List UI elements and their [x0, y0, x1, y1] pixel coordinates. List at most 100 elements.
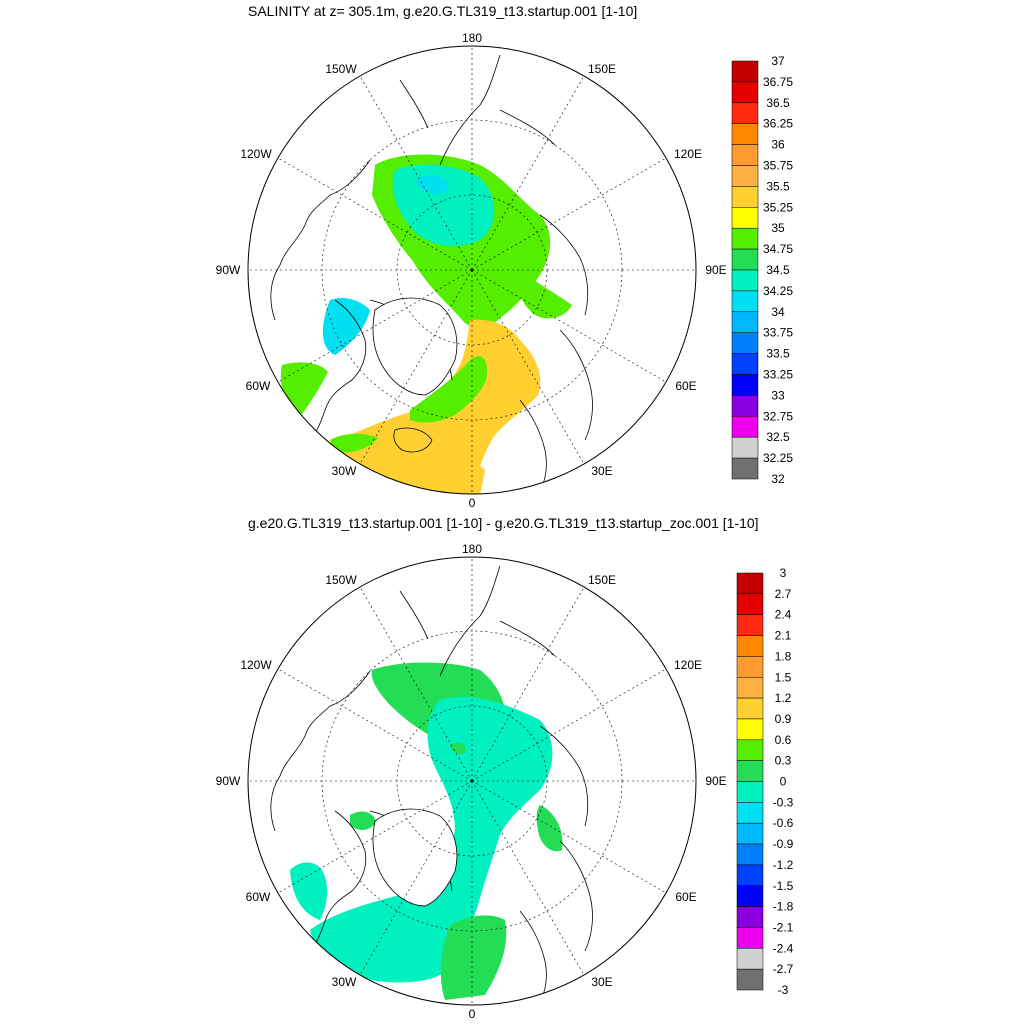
lon-label-60w: 60W: [246, 890, 271, 904]
colorbar-tick-label: -2.1: [773, 920, 794, 934]
lon-label-60e: 60E: [675, 890, 696, 904]
colorbar-tick-label: 0.3: [775, 754, 792, 768]
panel1-title: SALINITY at z= 305.1m, g.e20.G.TL319_t13…: [248, 3, 638, 19]
zone-iceland-green: [330, 433, 378, 453]
colorbar-swatch: [736, 885, 764, 907]
colorbar-swatch: [731, 311, 759, 333]
colorbar-swatch: [736, 968, 764, 991]
colorbar-swatch: [731, 60, 759, 83]
panel2-greenland: [372, 808, 458, 907]
colorbar-swatch: [731, 123, 759, 145]
zone-barents-green: [518, 270, 572, 319]
panel1-field: [270, 54, 593, 494]
colorbar-tick-label: 1.8: [775, 649, 792, 663]
zone-labrador-sea: [280, 362, 328, 420]
panel1-coastlines: [270, 54, 593, 491]
colorbar-swatch: [731, 186, 759, 208]
zone-norwegian-green: [410, 356, 488, 423]
colorbar-tick-label: 33.25: [763, 368, 793, 382]
colorbar-tick-label: 34.75: [763, 242, 793, 256]
colorbar-swatch: [736, 656, 764, 678]
colorbar-tick-label: 34: [771, 305, 785, 319]
lon-label-90w: 90W: [216, 774, 241, 788]
lon-label-90w: 90W: [216, 263, 241, 277]
colorbar-swatch: [736, 802, 764, 824]
colorbar-swatch: [731, 353, 759, 375]
colorbar-swatch: [736, 593, 764, 615]
colorbar-swatch: [736, 781, 764, 803]
colorbar-tick-label: -1.2: [773, 858, 794, 872]
colorbar-tick-label: 0.9: [775, 712, 792, 726]
lon-label-60e: 60E: [675, 379, 696, 393]
colorbar-swatch: [731, 81, 759, 104]
colorbar-tick-label: -1.8: [773, 900, 794, 914]
colorbar-tick-label: 1.2: [775, 691, 792, 705]
colorbar-tick-label: -0.9: [773, 837, 794, 851]
colorbar-tick-label: 34.5: [766, 263, 790, 277]
colorbar-swatch: [736, 906, 764, 928]
colorbar-tick-label: 34.25: [763, 284, 793, 298]
colorbar-tick-label: -2.4: [773, 941, 794, 955]
lon-label-180: 180: [462, 542, 482, 556]
colorbar-tick-label: -1.5: [773, 879, 794, 893]
colorbar-tick-label: 3: [780, 566, 787, 580]
zone-baffin-bay: [322, 298, 370, 355]
colorbar-swatch: [731, 416, 759, 438]
zone-baffin-bay: [290, 862, 328, 920]
colorbar-tick-label: 36.5: [766, 96, 790, 110]
colorbar-swatch: [731, 248, 759, 271]
colorbar-swatch: [736, 948, 764, 970]
colorbar-swatch: [731, 290, 759, 313]
lon-label-180: 180: [462, 31, 482, 45]
lon-label-30w: 30W: [332, 975, 357, 989]
lon-label-30e: 30E: [591, 464, 612, 478]
colorbar-swatch: [736, 677, 764, 699]
colorbar-tick-label: 33: [771, 388, 785, 402]
colorbar-tick-label: 36.75: [763, 75, 793, 89]
panel1-graticule: [248, 46, 696, 494]
colorbar-tick-label: 33.5: [766, 347, 790, 361]
colorbar-tick-label: 0.6: [775, 733, 792, 747]
colorbar-swatch: [731, 395, 759, 417]
colorbar-tick-label: 1.5: [775, 670, 792, 684]
colorbar-tick-label: 35.75: [763, 159, 793, 173]
colorbar-tick-label: -3: [778, 983, 789, 997]
colorbar-swatch: [731, 457, 759, 480]
zone-canada-green-patches: [410, 698, 467, 754]
colorbar-swatch: [736, 739, 764, 761]
lon-label-0: 0: [469, 1007, 476, 1021]
colorbar-swatch: [736, 864, 764, 887]
lon-label-30w: 30W: [332, 464, 357, 478]
colorbar-swatch: [731, 374, 759, 396]
colorbar-swatch: [736, 635, 764, 657]
colorbar-tick-label: 33.75: [763, 326, 793, 340]
lon-label-90e: 90E: [705, 774, 726, 788]
colorbar-swatch: [731, 269, 759, 292]
lon-label-60w: 60W: [246, 379, 271, 393]
colorbar-tick-label: 35: [771, 221, 785, 235]
lon-label-120w: 120W: [240, 147, 272, 161]
zone-barents-inflow: [440, 915, 507, 1000]
colorbar-swatch: [731, 207, 759, 229]
colorbar-tick-label: -0.3: [773, 795, 794, 809]
colorbar-swatch: [736, 572, 764, 595]
zone-kara-green: [536, 805, 563, 852]
colorbar-tick-label: -0.6: [773, 816, 794, 830]
colorbar-tick-label: 2.1: [775, 629, 792, 643]
panel2-map-border: [247, 556, 697, 1006]
colorbar-tick-label: 36: [771, 138, 785, 152]
colorbar-tick-label: 32.5: [766, 430, 790, 444]
colorbar-tick-label: 35.25: [763, 200, 793, 214]
colorbar-swatch: [736, 718, 764, 741]
colorbar-tick-label: 2.7: [775, 587, 792, 601]
lon-label-0: 0: [469, 496, 476, 510]
colorbar-tick-label: -2.7: [773, 962, 794, 976]
colorbar-swatch: [736, 822, 764, 845]
lon-label-30e: 30E: [591, 975, 612, 989]
panel2-graticule: [248, 557, 696, 1005]
colorbar-tick-label: 2.4: [775, 608, 792, 622]
colorbar-swatch: [731, 144, 759, 166]
lon-label-120e: 120E: [674, 658, 702, 672]
colorbar-swatch: [736, 760, 764, 782]
